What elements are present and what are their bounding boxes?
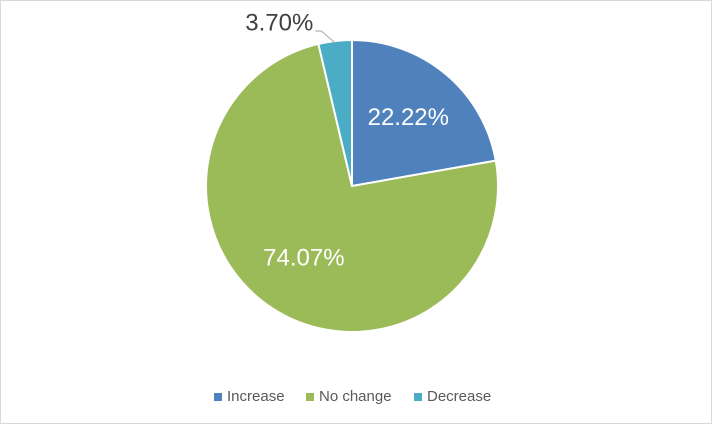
legend-label: Decrease <box>427 388 491 405</box>
data-label: 3.70% <box>245 9 313 36</box>
data-label: 22.22% <box>368 104 449 131</box>
legend-swatch <box>214 393 222 401</box>
pie-slice <box>351 38 497 188</box>
pie-slice <box>205 42 499 333</box>
legend-label: No change <box>319 388 392 405</box>
legend-swatch <box>306 393 314 401</box>
legend-swatch <box>414 393 422 401</box>
data-label: 74.07% <box>263 245 344 272</box>
legend-label: Increase <box>227 388 285 405</box>
leader-line <box>315 30 336 44</box>
pie-slice <box>317 38 353 187</box>
